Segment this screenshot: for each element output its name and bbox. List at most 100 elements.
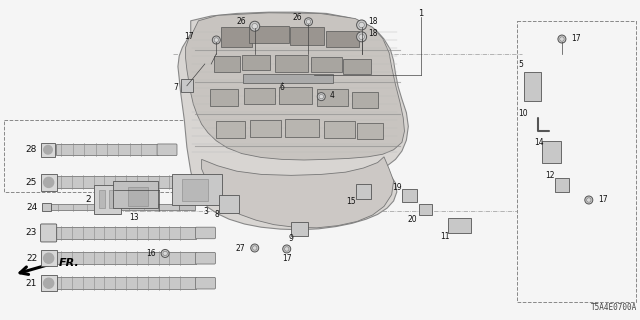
FancyBboxPatch shape [351, 92, 378, 108]
FancyBboxPatch shape [324, 121, 355, 138]
Circle shape [212, 36, 220, 44]
FancyBboxPatch shape [244, 88, 275, 104]
FancyBboxPatch shape [40, 224, 57, 242]
FancyBboxPatch shape [343, 59, 371, 74]
FancyBboxPatch shape [195, 277, 216, 289]
FancyBboxPatch shape [42, 204, 51, 212]
FancyBboxPatch shape [279, 87, 312, 104]
Text: 14: 14 [534, 138, 544, 147]
FancyBboxPatch shape [402, 189, 417, 203]
Text: 16: 16 [146, 249, 156, 258]
FancyBboxPatch shape [195, 177, 216, 188]
FancyBboxPatch shape [311, 57, 342, 72]
Text: 17: 17 [598, 195, 608, 204]
FancyBboxPatch shape [219, 195, 239, 213]
Text: 1: 1 [419, 9, 424, 18]
FancyBboxPatch shape [40, 250, 57, 267]
Polygon shape [202, 157, 394, 228]
Circle shape [44, 278, 54, 288]
Text: 10: 10 [518, 109, 528, 118]
FancyBboxPatch shape [195, 252, 216, 264]
Circle shape [560, 37, 564, 41]
Circle shape [307, 20, 310, 24]
Circle shape [587, 198, 591, 202]
FancyBboxPatch shape [290, 27, 324, 45]
Text: 25: 25 [26, 178, 37, 187]
FancyBboxPatch shape [250, 120, 281, 137]
Circle shape [285, 247, 289, 251]
Text: 19: 19 [392, 183, 402, 192]
Text: 5: 5 [518, 60, 524, 69]
Text: 13: 13 [129, 213, 140, 222]
FancyBboxPatch shape [291, 221, 308, 236]
Text: 17: 17 [282, 254, 292, 263]
Text: 26: 26 [237, 17, 246, 26]
FancyBboxPatch shape [317, 89, 348, 106]
Text: 27: 27 [236, 244, 245, 253]
FancyBboxPatch shape [180, 79, 193, 92]
FancyBboxPatch shape [221, 27, 252, 47]
Circle shape [44, 146, 52, 154]
Bar [517, 21, 636, 302]
FancyBboxPatch shape [179, 204, 195, 210]
Text: 15: 15 [346, 197, 356, 206]
Circle shape [44, 177, 54, 188]
Text: 3: 3 [204, 207, 209, 216]
Circle shape [558, 35, 566, 43]
FancyBboxPatch shape [356, 184, 371, 199]
Text: 7: 7 [173, 83, 178, 92]
FancyBboxPatch shape [356, 124, 383, 139]
FancyBboxPatch shape [93, 185, 122, 214]
Circle shape [253, 246, 257, 250]
Circle shape [585, 196, 593, 204]
Circle shape [214, 38, 218, 42]
Circle shape [317, 92, 325, 100]
Text: 23: 23 [26, 228, 37, 237]
Text: 12: 12 [545, 171, 554, 180]
FancyBboxPatch shape [109, 190, 115, 208]
FancyBboxPatch shape [542, 141, 561, 163]
FancyBboxPatch shape [210, 89, 238, 106]
FancyBboxPatch shape [40, 174, 57, 191]
Text: 9: 9 [288, 234, 293, 243]
Text: 18: 18 [369, 17, 378, 26]
FancyBboxPatch shape [243, 74, 333, 83]
FancyBboxPatch shape [113, 181, 159, 208]
FancyBboxPatch shape [326, 31, 359, 47]
Circle shape [161, 250, 169, 257]
FancyBboxPatch shape [285, 119, 319, 137]
FancyBboxPatch shape [56, 176, 196, 188]
Bar [4, 120, 192, 192]
Text: 22: 22 [26, 254, 37, 263]
FancyBboxPatch shape [241, 55, 271, 70]
Text: T5A4E0700A: T5A4E0700A [591, 303, 637, 312]
Circle shape [163, 251, 167, 256]
FancyBboxPatch shape [56, 277, 196, 289]
Text: 24: 24 [26, 203, 37, 212]
Text: 21: 21 [26, 279, 37, 288]
FancyBboxPatch shape [157, 144, 177, 156]
Text: 6: 6 [279, 83, 284, 92]
Circle shape [250, 21, 260, 31]
Text: 17: 17 [572, 34, 581, 43]
FancyBboxPatch shape [216, 121, 245, 138]
FancyBboxPatch shape [555, 178, 569, 192]
FancyBboxPatch shape [51, 204, 179, 210]
FancyBboxPatch shape [127, 187, 148, 206]
Text: 28: 28 [26, 145, 37, 154]
FancyBboxPatch shape [56, 144, 158, 156]
Circle shape [251, 244, 259, 252]
FancyBboxPatch shape [419, 204, 432, 215]
FancyBboxPatch shape [172, 174, 222, 205]
Text: FR.: FR. [59, 258, 79, 268]
Text: 8: 8 [214, 210, 219, 219]
Circle shape [305, 18, 312, 26]
Circle shape [319, 94, 323, 99]
FancyBboxPatch shape [195, 227, 216, 239]
Text: 2: 2 [85, 195, 91, 204]
Circle shape [356, 32, 367, 42]
Circle shape [356, 20, 367, 30]
FancyBboxPatch shape [40, 143, 56, 157]
FancyBboxPatch shape [99, 190, 105, 208]
Text: 4: 4 [330, 92, 335, 100]
